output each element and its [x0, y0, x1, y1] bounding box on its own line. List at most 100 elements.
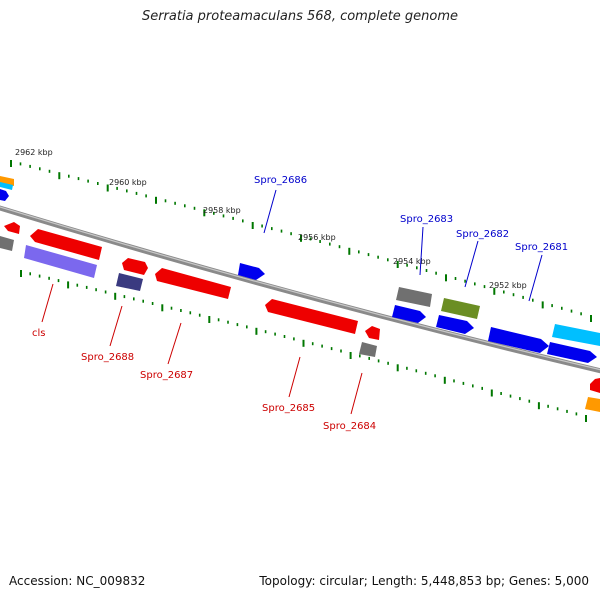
- minor-tick: [104, 290, 107, 294]
- minor-tick: [123, 295, 126, 299]
- gene-label[interactable]: Spro_2683: [400, 214, 453, 225]
- gene-feature[interactable]: [30, 229, 102, 260]
- gene-feature[interactable]: [396, 287, 432, 307]
- major-tick: [348, 247, 351, 255]
- gene-feature[interactable]: [436, 315, 474, 334]
- minor-tick: [170, 306, 173, 310]
- gene-feature[interactable]: [441, 298, 480, 319]
- gene-feature[interactable]: [359, 342, 377, 357]
- minor-tick: [189, 311, 192, 315]
- gene-feature[interactable]: [0, 182, 13, 190]
- minor-tick: [387, 258, 389, 262]
- gene-feature[interactable]: [590, 378, 600, 393]
- gene-label[interactable]: Spro_2681: [515, 242, 568, 253]
- minor-tick: [367, 253, 370, 257]
- minor-tick: [293, 337, 295, 341]
- gene-label[interactable]: Spro_2682: [456, 229, 509, 240]
- gene-feature[interactable]: [155, 268, 231, 299]
- major-tick: [20, 270, 22, 277]
- minor-tick: [151, 302, 154, 305]
- gene-feature[interactable]: [122, 258, 148, 275]
- minor-tick: [77, 177, 80, 181]
- gene-feature[interactable]: [392, 305, 426, 323]
- minor-tick: [319, 240, 321, 243]
- minor-tick: [184, 204, 186, 208]
- gene-feature[interactable]: [0, 189, 9, 201]
- gene-feature[interactable]: [238, 263, 265, 280]
- major-tick: [10, 160, 12, 167]
- gene-feature[interactable]: [4, 222, 20, 234]
- minor-tick: [566, 409, 568, 413]
- gene-label[interactable]: Spro_2685: [262, 403, 315, 414]
- minor-tick: [213, 211, 215, 215]
- major-tick: [203, 209, 206, 217]
- minor-tick: [462, 381, 465, 385]
- minor-tick: [97, 182, 99, 185]
- minor-tick: [424, 371, 427, 375]
- minor-tick: [329, 242, 331, 246]
- gene-label[interactable]: cls: [32, 328, 46, 339]
- minor-tick: [198, 313, 201, 317]
- major-tick: [302, 339, 305, 347]
- minor-tick: [453, 379, 455, 383]
- minor-tick: [377, 255, 379, 259]
- minor-tick: [19, 162, 22, 166]
- gene-feature[interactable]: [488, 327, 549, 353]
- gene-feature[interactable]: [552, 324, 600, 346]
- minor-tick: [309, 237, 312, 241]
- minor-tick: [116, 186, 118, 190]
- minor-tick: [321, 344, 323, 348]
- minor-tick: [503, 290, 505, 294]
- minor-tick: [532, 298, 534, 302]
- minor-tick: [48, 276, 50, 280]
- major-tick: [208, 316, 211, 323]
- minor-tick: [180, 309, 182, 312]
- minor-tick: [416, 266, 418, 270]
- major-tick: [155, 196, 157, 204]
- major-tick: [114, 292, 117, 300]
- minor-tick: [76, 283, 79, 287]
- gene-label[interactable]: Spro_2684: [323, 421, 376, 432]
- minor-tick: [217, 318, 220, 322]
- minor-tick: [512, 293, 515, 297]
- gene-label[interactable]: Spro_2686: [254, 175, 307, 186]
- page-title: Serratia proteamaculans 568, complete ge…: [141, 9, 459, 24]
- minor-tick: [359, 354, 361, 358]
- minor-tick: [358, 250, 360, 254]
- major-tick: [58, 172, 61, 180]
- major-tick: [590, 315, 592, 322]
- minor-tick: [232, 216, 234, 220]
- major-tick: [255, 327, 258, 335]
- minor-tick: [387, 361, 389, 365]
- major-tick: [443, 376, 446, 384]
- minor-tick: [133, 297, 135, 301]
- gene-feature[interactable]: [265, 299, 358, 334]
- kbp-label: 2958 kbp: [203, 206, 241, 215]
- kbp-label: 2956 kbp: [298, 233, 336, 242]
- minor-tick: [415, 369, 418, 373]
- minor-tick: [483, 285, 486, 289]
- gene-label[interactable]: Spro_2687: [140, 370, 193, 381]
- minor-tick: [271, 227, 273, 231]
- gene-feature[interactable]: [547, 342, 597, 363]
- gene-feature[interactable]: [0, 236, 14, 251]
- minor-tick: [95, 288, 97, 292]
- minor-tick: [406, 263, 408, 267]
- tick-rows: [10, 160, 592, 422]
- minor-tick: [454, 277, 457, 280]
- kbp-label: 2954 kbp: [393, 257, 431, 266]
- minor-tick: [330, 347, 333, 351]
- genome-backbone: [0, 205, 600, 374]
- gene-feature[interactable]: [585, 397, 600, 412]
- minor-tick: [434, 374, 436, 378]
- minor-tick: [38, 274, 41, 278]
- gene-feature[interactable]: [116, 273, 143, 291]
- minor-tick: [509, 394, 512, 398]
- minor-tick: [561, 306, 563, 310]
- gene-feature[interactable]: [24, 245, 97, 278]
- gene-label[interactable]: Spro_2688: [81, 352, 134, 363]
- minor-tick: [145, 194, 147, 198]
- minor-tick: [48, 169, 51, 173]
- kbp-label: 2952 kbp: [489, 281, 527, 290]
- gene-feature[interactable]: [365, 326, 380, 340]
